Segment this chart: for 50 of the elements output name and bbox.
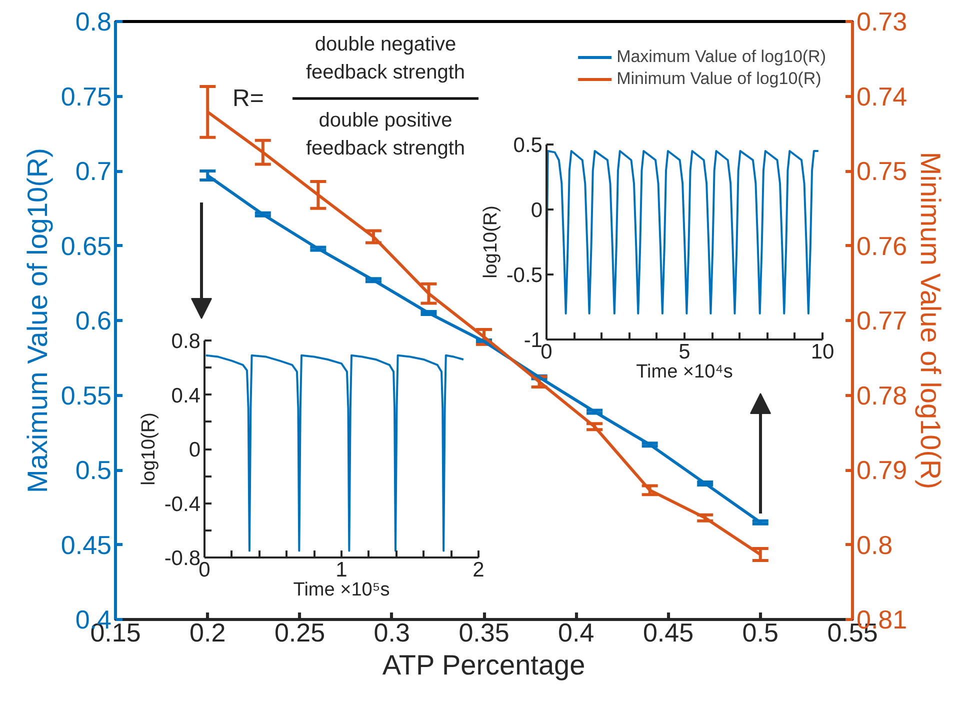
y2-tick-label: 0.8 — [856, 530, 893, 560]
y-axis-title: log10(R) — [138, 412, 160, 486]
x-tick-label: 0.5 — [742, 618, 778, 648]
x-tick-label: 0.35 — [458, 618, 510, 648]
y-tick-label: 0.6 — [75, 306, 112, 336]
x-tick-label: 0.2 — [190, 618, 226, 648]
annotation: R= — [232, 85, 264, 112]
x-tick-label: 10 — [810, 340, 834, 364]
y-tick-label: 0.45 — [60, 530, 112, 560]
y-tick-label: -0.5 — [506, 264, 542, 287]
y-tick-label: -0.4 — [164, 492, 201, 516]
line-series — [204, 354, 464, 552]
legend-label: Minimum Value of log10(R) — [616, 69, 822, 89]
x-tick-label: 0.25 — [274, 618, 326, 648]
x-tick-label: 1 — [336, 558, 348, 582]
x-tick-label: 0.3 — [374, 618, 410, 648]
y-tick-label: 0.8 — [75, 6, 112, 36]
y2-tick-label: 0.75 — [856, 156, 908, 186]
x-tick-label: 5 — [678, 340, 690, 364]
line-series — [546, 150, 820, 314]
y-axis-title: Maximum Value of log10(R) — [22, 148, 53, 493]
y2-tick-label: 0.79 — [856, 455, 908, 485]
y-tick-label: 0.8 — [171, 330, 201, 353]
y-tick-label: 0.5 — [75, 455, 112, 485]
annotation: double positive feedback strength — [306, 110, 466, 160]
y-tick-label: -0.8 — [164, 547, 200, 570]
y-tick-label: 0.7 — [75, 156, 112, 186]
y-axis-title: log10(R) — [480, 206, 502, 278]
x-axis-title: Time ×10⁴s — [636, 362, 733, 382]
y-tick-label: 0.75 — [60, 81, 112, 112]
y-tick-label: 0.4 — [171, 384, 201, 408]
y-tick-label: 0 — [188, 438, 201, 462]
x-axis-title: Time ×10⁵s — [293, 580, 390, 600]
x-axis-title: ATP Percentage — [382, 650, 586, 680]
y2-axis-title: Minimum Value of log10(R) — [915, 152, 946, 490]
y2-tick-label: 0.74 — [856, 81, 908, 112]
legend-label: Maximum Value of log10(R) — [616, 47, 826, 67]
y2-tick-label: 0.77 — [856, 306, 908, 336]
y-tick-label: 0 — [530, 199, 543, 222]
x-tick-label: 0.4 — [558, 618, 594, 648]
y-tick-label: 0.55 — [60, 380, 112, 410]
y-tick-label: 0.65 — [60, 230, 112, 261]
y-tick-label: 0.5 — [513, 134, 543, 157]
x-tick-label: 2 — [472, 558, 484, 582]
y2-tick-label: 0.73 — [856, 6, 908, 36]
annotation: double negative feedback strength — [306, 34, 466, 84]
x-tick-label: 0.45 — [642, 618, 694, 648]
y-tick-label: -1 — [524, 329, 543, 352]
y2-tick-label: 0.76 — [856, 230, 908, 261]
y2-tick-label: 0.78 — [856, 380, 908, 410]
